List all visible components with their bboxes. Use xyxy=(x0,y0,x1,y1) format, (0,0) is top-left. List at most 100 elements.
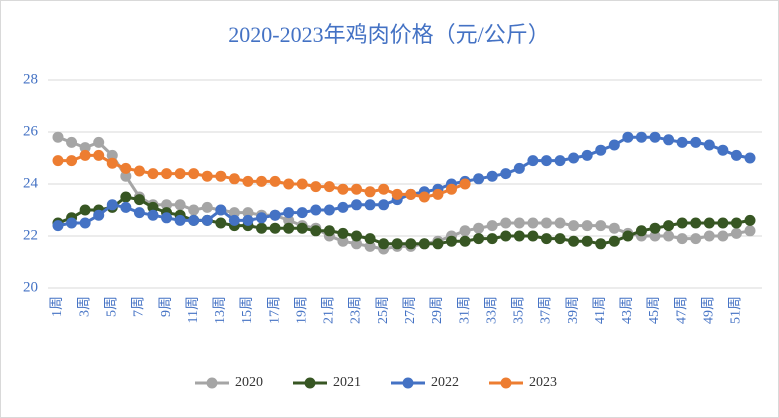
data-point xyxy=(445,235,457,247)
data-point xyxy=(337,201,349,213)
data-point xyxy=(256,212,268,224)
data-point xyxy=(269,209,281,221)
data-point xyxy=(364,233,376,245)
x-tick-label: 11周 xyxy=(186,296,201,323)
data-point xyxy=(690,217,702,229)
data-point xyxy=(391,188,403,200)
data-point xyxy=(201,201,213,213)
data-point xyxy=(66,217,78,229)
data-point xyxy=(296,222,308,234)
data-point xyxy=(310,225,322,237)
x-tick-label: 5周 xyxy=(104,296,119,317)
data-point xyxy=(635,225,647,237)
data-point xyxy=(527,155,539,167)
x-tick-label: 29周 xyxy=(430,296,445,324)
x-tick-label: 23周 xyxy=(349,296,364,324)
data-point xyxy=(663,220,675,232)
data-point xyxy=(703,217,715,229)
x-tick-label: 37周 xyxy=(539,296,554,324)
data-point xyxy=(161,199,173,211)
data-point xyxy=(174,214,186,226)
data-point xyxy=(500,217,512,229)
data-point xyxy=(174,168,186,180)
data-point xyxy=(540,217,552,229)
data-point xyxy=(378,238,390,250)
data-point xyxy=(106,199,118,211)
data-point xyxy=(147,209,159,221)
x-tick-label: 45周 xyxy=(647,296,662,324)
data-point xyxy=(93,209,105,221)
data-point xyxy=(120,201,132,213)
data-point xyxy=(283,214,295,226)
data-point xyxy=(93,136,105,148)
data-point xyxy=(608,222,620,234)
data-point xyxy=(608,139,620,151)
data-point xyxy=(554,233,566,245)
data-point xyxy=(52,155,64,167)
data-point xyxy=(283,222,295,234)
x-tick-label: 35周 xyxy=(512,296,527,324)
data-point xyxy=(351,230,363,242)
data-point xyxy=(79,149,91,161)
y-tick-label: 26 xyxy=(23,123,39,139)
x-tick-label: 25周 xyxy=(376,296,391,324)
data-point xyxy=(445,183,457,195)
legend-marker xyxy=(500,377,512,389)
legend-marker xyxy=(304,377,316,389)
data-point xyxy=(595,144,607,156)
data-point xyxy=(188,168,200,180)
data-point xyxy=(106,157,118,169)
data-point xyxy=(459,235,471,247)
series-line xyxy=(57,135,751,228)
data-point xyxy=(717,144,729,156)
data-point xyxy=(323,181,335,193)
data-point xyxy=(568,152,580,164)
data-point xyxy=(188,214,200,226)
data-point xyxy=(337,183,349,195)
x-tick-label: 33周 xyxy=(484,296,499,324)
x-tick-label: 51周 xyxy=(729,296,744,324)
data-point xyxy=(323,204,335,216)
data-point xyxy=(120,191,132,203)
x-tick-label: 41周 xyxy=(593,296,608,324)
legend-label: 2020 xyxy=(235,375,263,390)
data-point xyxy=(228,173,240,185)
data-point xyxy=(364,240,376,252)
data-point xyxy=(486,220,498,232)
data-point xyxy=(106,149,118,161)
data-point xyxy=(337,235,349,247)
data-point xyxy=(527,217,539,229)
data-point xyxy=(215,217,227,229)
data-point xyxy=(66,136,78,148)
data-point xyxy=(242,207,254,219)
data-point xyxy=(174,199,186,211)
data-point xyxy=(228,214,240,226)
data-point xyxy=(568,235,580,247)
data-point xyxy=(79,142,91,154)
data-point xyxy=(418,191,430,203)
data-point xyxy=(66,155,78,167)
x-tick-label: 19周 xyxy=(294,296,309,324)
data-point xyxy=(717,217,729,229)
data-point xyxy=(513,230,525,242)
y-tick-label: 22 xyxy=(23,227,38,243)
x-tick-label: 49周 xyxy=(702,296,717,324)
data-point xyxy=(500,230,512,242)
x-tick-label: 9周 xyxy=(159,296,174,317)
data-point xyxy=(744,214,756,226)
data-point xyxy=(513,217,525,229)
data-point xyxy=(649,222,661,234)
data-point xyxy=(595,238,607,250)
data-point xyxy=(663,230,675,242)
data-point xyxy=(378,183,390,195)
data-point xyxy=(147,168,159,180)
data-point xyxy=(188,204,200,216)
data-point xyxy=(663,134,675,146)
data-point xyxy=(581,220,593,232)
data-point xyxy=(568,220,580,232)
data-point xyxy=(459,178,471,190)
data-point xyxy=(269,175,281,187)
data-point xyxy=(364,199,376,211)
data-point xyxy=(79,217,91,229)
